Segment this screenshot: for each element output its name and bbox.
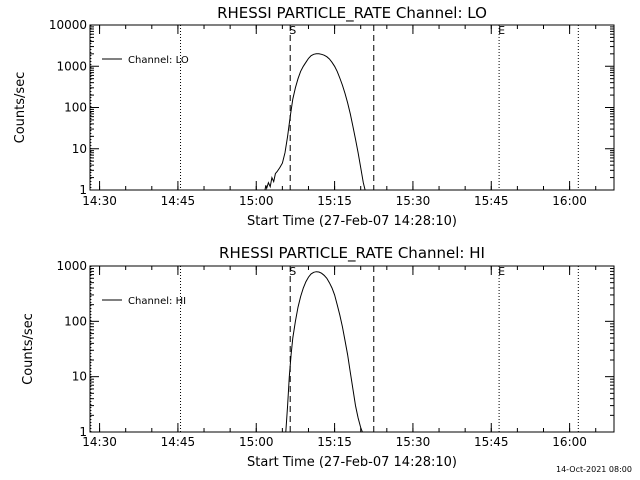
x-tick-label: 16:00: [552, 194, 587, 208]
x-tick-label: 15:00: [239, 435, 274, 449]
x-tick-label: 15:45: [474, 194, 509, 208]
marker-label-e: E: [498, 24, 505, 37]
chart-title: RHESSI PARTICLE_RATE Channel: HI: [219, 244, 485, 263]
x-axis-label: Start Time (27-Feb-07 14:28:10): [247, 455, 457, 470]
y-axis-label: Counts/sec: [13, 72, 28, 144]
legend-label: Channel: LO: [128, 55, 189, 66]
x-tick-label: 14:30: [82, 435, 117, 449]
y-tick-label: 100: [64, 314, 87, 328]
plot-frame: [89, 265, 615, 433]
legend-label: Channel: HI: [128, 296, 186, 307]
x-tick-label: 16:00: [552, 435, 587, 449]
x-tick-label: 15:30: [396, 435, 431, 449]
panel-2: RHESSI PARTICLE_RATE Channel: HI 14:30 14:…: [21, 244, 615, 470]
y-tick-label: 10: [72, 370, 87, 384]
y-tick-label: 10: [72, 142, 87, 156]
x-tick-label: 14:45: [161, 194, 196, 208]
y-tick-label: 10000: [49, 18, 87, 32]
x-axis-label: Start Time (27-Feb-07 14:28:10): [247, 214, 457, 229]
x-tick-label: 15:15: [317, 194, 352, 208]
series-line: [264, 53, 366, 191]
series-line: [285, 271, 363, 433]
panel-1: RHESSI PARTICLE_RATE Channel: LO 14:30 14:…: [13, 4, 615, 229]
y-tick-label: 1000: [56, 259, 87, 273]
marker-label-e: E: [498, 265, 505, 278]
x-tick-label: 14:45: [161, 435, 196, 449]
chart-title: RHESSI PARTICLE_RATE Channel: LO: [217, 4, 487, 23]
x-tick-label: 15:30: [396, 194, 431, 208]
y-tick-label: 100: [64, 101, 87, 115]
plot-frame: [89, 24, 615, 191]
x-tick-label: 15:00: [239, 194, 274, 208]
marker-label-s: S: [289, 265, 296, 278]
y-tick-label: 1000: [56, 59, 87, 73]
y-axis-label: Counts/sec: [21, 313, 36, 385]
x-tick-label: 15:15: [317, 435, 352, 449]
x-tick-label: 15:45: [474, 435, 509, 449]
y-tick-label: 1: [79, 425, 87, 439]
marker-label-s: S: [289, 24, 296, 37]
timestamp-label: 14-Oct-2021 08:00: [556, 465, 632, 474]
y-tick-label: 1: [79, 183, 87, 197]
x-tick-label: 14:30: [82, 194, 117, 208]
